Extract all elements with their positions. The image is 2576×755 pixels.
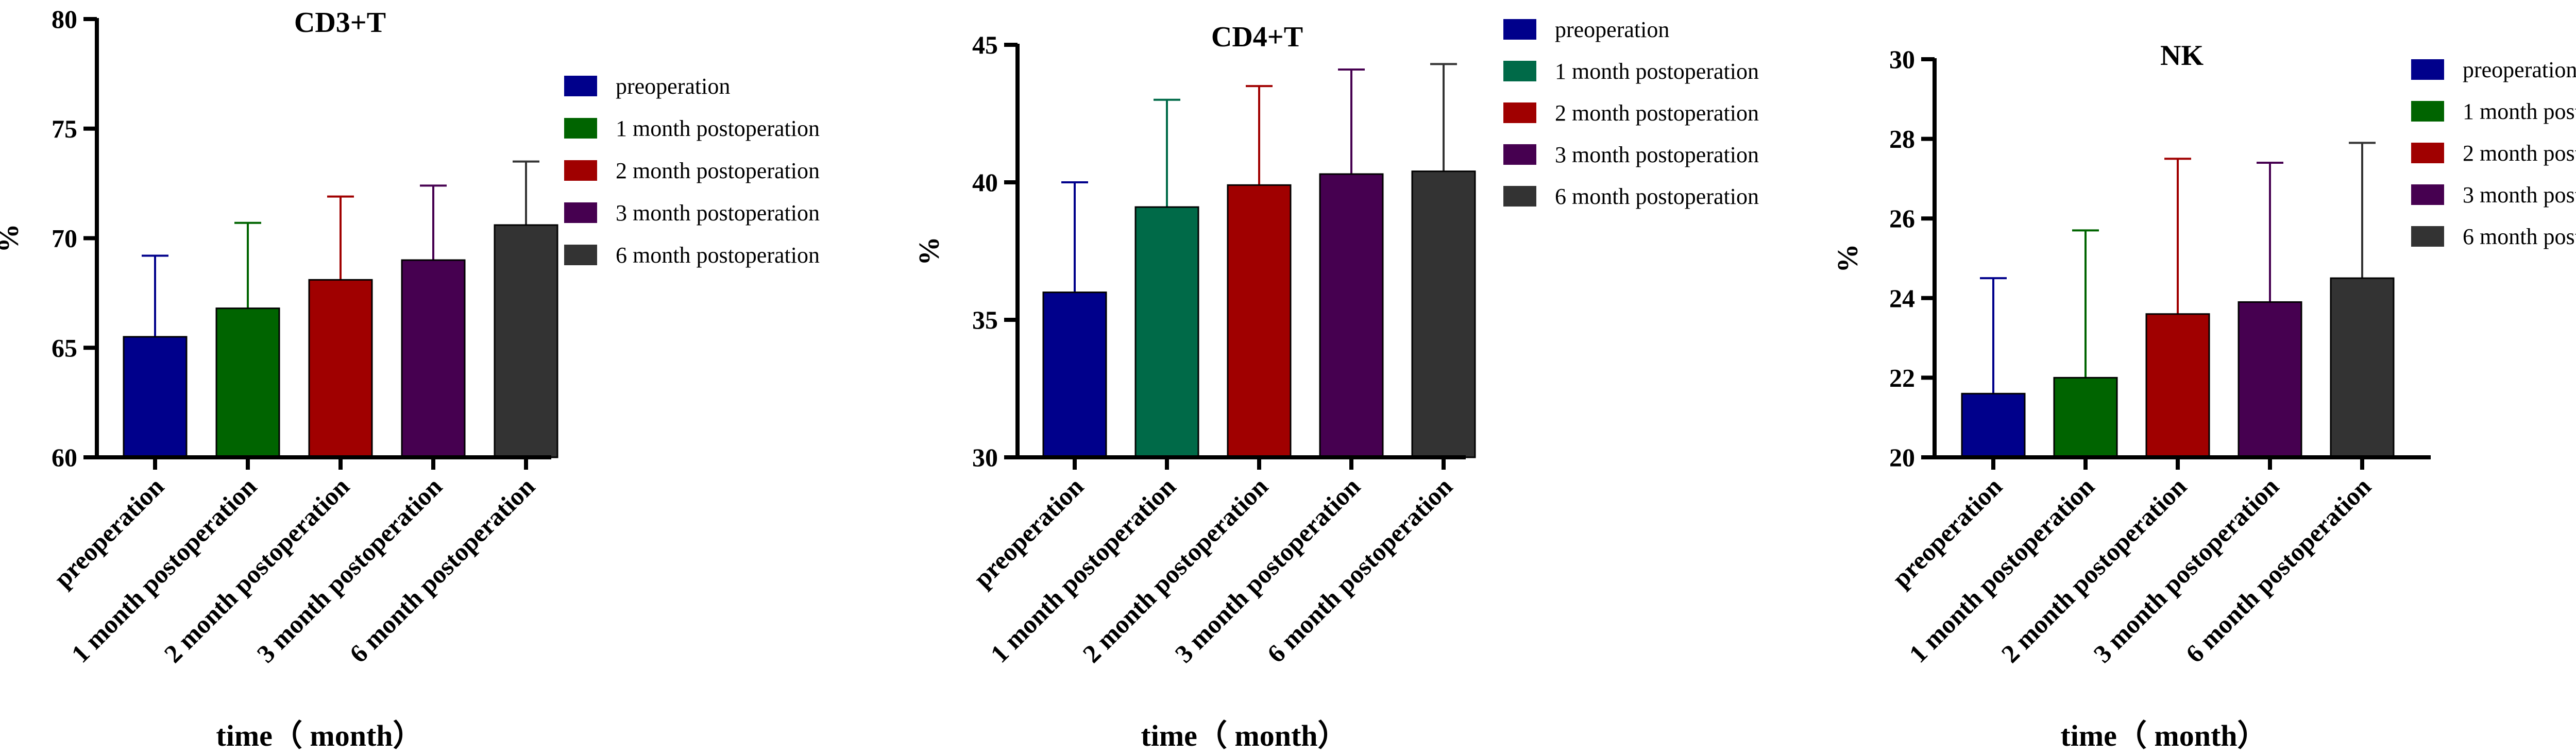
bar-1-5 — [494, 224, 558, 458]
legend-label-3-4: 3 month postoperation — [2463, 182, 2576, 208]
legend-swatch-3-4 — [2411, 184, 2444, 205]
y-axis-label-1: % — [0, 224, 25, 253]
x-tick-label-1-5: 6 month postoperation — [344, 472, 540, 668]
x-tick-label-2-2: 1 month postoperation — [985, 472, 1181, 668]
legend-swatch-1-5 — [564, 245, 597, 265]
y-tick-label-1-2: 65 — [52, 333, 77, 362]
y-tick-label-3-1: 20 — [1889, 443, 1915, 472]
legend-label-1-5: 6 month postoperation — [616, 243, 820, 268]
legend-swatch-3-3 — [2411, 143, 2444, 163]
y-tick-label-2-3: 40 — [972, 168, 998, 197]
bar-1-1 — [123, 336, 188, 458]
legend-swatch-2-1 — [1503, 19, 1536, 40]
x-tick-label-1-4: 3 month postoperation — [251, 472, 448, 668]
x-axis-label-1: time（ month） — [216, 719, 422, 752]
legend-label-1-3: 2 month postoperation — [616, 158, 820, 183]
x-tick-label-3-2: 1 month postoperation — [1903, 472, 2100, 668]
bar-2-4 — [1319, 173, 1384, 458]
y-axis-label-3: % — [1832, 244, 1864, 273]
bar-3-4 — [2238, 301, 2302, 458]
bar-2-3 — [1227, 184, 1292, 458]
legend-swatch-1-3 — [564, 160, 597, 181]
x-tick-label-2-4: 3 month postoperation — [1169, 472, 1366, 668]
legend-swatch-1-2 — [564, 118, 597, 139]
legend-label-3-5: 6 month postoperation — [2463, 224, 2576, 249]
legend-label-2-5: 6 month postoperation — [1555, 184, 1759, 209]
legend-label-2-4: 3 month postoperation — [1555, 142, 1759, 167]
y-tick-label-2-1: 30 — [972, 443, 998, 472]
x-tick-label-3-4: 3 month postoperation — [2088, 472, 2284, 668]
legend-label-3-1: preoperation — [2463, 57, 2576, 82]
x-tick-label-1-3: 2 month postoperation — [158, 472, 355, 668]
y-tick-label-1-1: 60 — [52, 443, 77, 472]
legend-label-1-4: 3 month postoperation — [616, 200, 820, 226]
legend-swatch-1-4 — [564, 202, 597, 223]
bar-3-2 — [2053, 376, 2118, 458]
y-tick-label-1-5: 80 — [52, 5, 77, 33]
x-tick-label-3-3: 2 month postoperation — [1995, 472, 2192, 668]
legend-swatch-2-2 — [1503, 61, 1536, 81]
chart-title-1: CD3+T — [294, 7, 386, 39]
bar-3-1 — [1961, 392, 2026, 458]
legend-label-2-2: 1 month postoperation — [1555, 59, 1759, 84]
y-tick-label-3-4: 26 — [1889, 204, 1915, 233]
legend-swatch-3-2 — [2411, 101, 2444, 122]
legend-swatch-3-1 — [2411, 59, 2444, 80]
y-tick-label-2-4: 45 — [972, 30, 998, 59]
x-tick-label-2-3: 2 month postoperation — [1077, 472, 1274, 668]
x-axis-label-3: time（ month） — [2060, 719, 2267, 752]
x-tick-label-2-5: 6 month postoperation — [1261, 472, 1458, 668]
bar-3-3 — [2145, 313, 2210, 458]
bar-2-1 — [1042, 291, 1107, 458]
y-tick-label-3-2: 22 — [1889, 363, 1915, 392]
bar-3-5 — [2330, 277, 2395, 458]
x-axis-label-2: time（ month） — [1141, 719, 1347, 752]
x-tick-label-1-2: 1 month postoperation — [65, 472, 262, 668]
legend-swatch-2-3 — [1503, 102, 1536, 123]
chart-title-2: CD4+T — [1211, 21, 1303, 53]
legend-swatch-2-5 — [1503, 186, 1536, 207]
legend-label-1-1: preoperation — [616, 74, 730, 99]
y-tick-label-3-6: 30 — [1889, 45, 1915, 74]
x-tick-label-3-5: 6 month postoperation — [2180, 472, 2377, 668]
bar-1-4 — [401, 259, 466, 458]
legend-swatch-2-4 — [1503, 144, 1536, 165]
legend-swatch-1-1 — [564, 76, 597, 96]
bar-1-2 — [215, 307, 280, 458]
legend-label-3-2: 1 month postoperation — [2463, 99, 2576, 124]
legend-label-2-1: preoperation — [1555, 17, 1669, 42]
y-tick-label-1-4: 75 — [52, 114, 77, 143]
bar-2-5 — [1411, 170, 1476, 458]
legend-label-2-3: 2 month postoperation — [1555, 100, 1759, 126]
legend-label-3-3: 2 month postoperation — [2463, 141, 2576, 166]
y-tick-label-1-3: 70 — [52, 224, 77, 253]
y-tick-label-3-5: 28 — [1889, 125, 1915, 153]
y-tick-label-2-2: 35 — [972, 305, 998, 334]
legend-swatch-3-5 — [2411, 226, 2444, 247]
bar-1-3 — [308, 279, 373, 458]
chart-title-3: NK — [2160, 40, 2204, 72]
bar-2-2 — [1134, 206, 1199, 458]
legend-label-1-2: 1 month postoperation — [616, 116, 820, 141]
y-axis-label-2: % — [913, 237, 945, 266]
y-tick-label-3-3: 24 — [1889, 284, 1915, 313]
